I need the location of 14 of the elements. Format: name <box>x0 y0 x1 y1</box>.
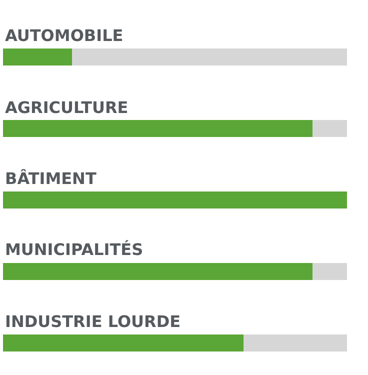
y-tick-label: MUNICIPALITÉS <box>5 240 144 259</box>
bar <box>72 48 347 66</box>
y-tick-label: AUTOMOBILE <box>5 26 124 45</box>
bar <box>3 191 347 209</box>
bar <box>3 120 313 138</box>
y-tick-label: BÂTIMENT <box>5 169 96 188</box>
bar <box>3 48 72 66</box>
bar <box>3 334 244 352</box>
bar <box>312 262 347 280</box>
y-tick-label: AGRICULTURE <box>5 98 128 117</box>
bar <box>244 334 347 352</box>
y-tick-label: INDUSTRIE LOURDE <box>5 312 181 331</box>
bar <box>3 262 313 280</box>
bar <box>312 120 347 138</box>
